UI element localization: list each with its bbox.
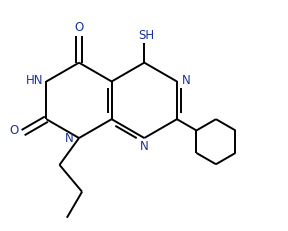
Text: HN: HN (26, 74, 43, 87)
Text: O: O (9, 124, 18, 137)
Text: O: O (74, 21, 84, 34)
Text: N: N (140, 140, 149, 153)
Text: N: N (182, 74, 191, 87)
Text: SH: SH (139, 29, 155, 42)
Text: N: N (65, 132, 74, 145)
